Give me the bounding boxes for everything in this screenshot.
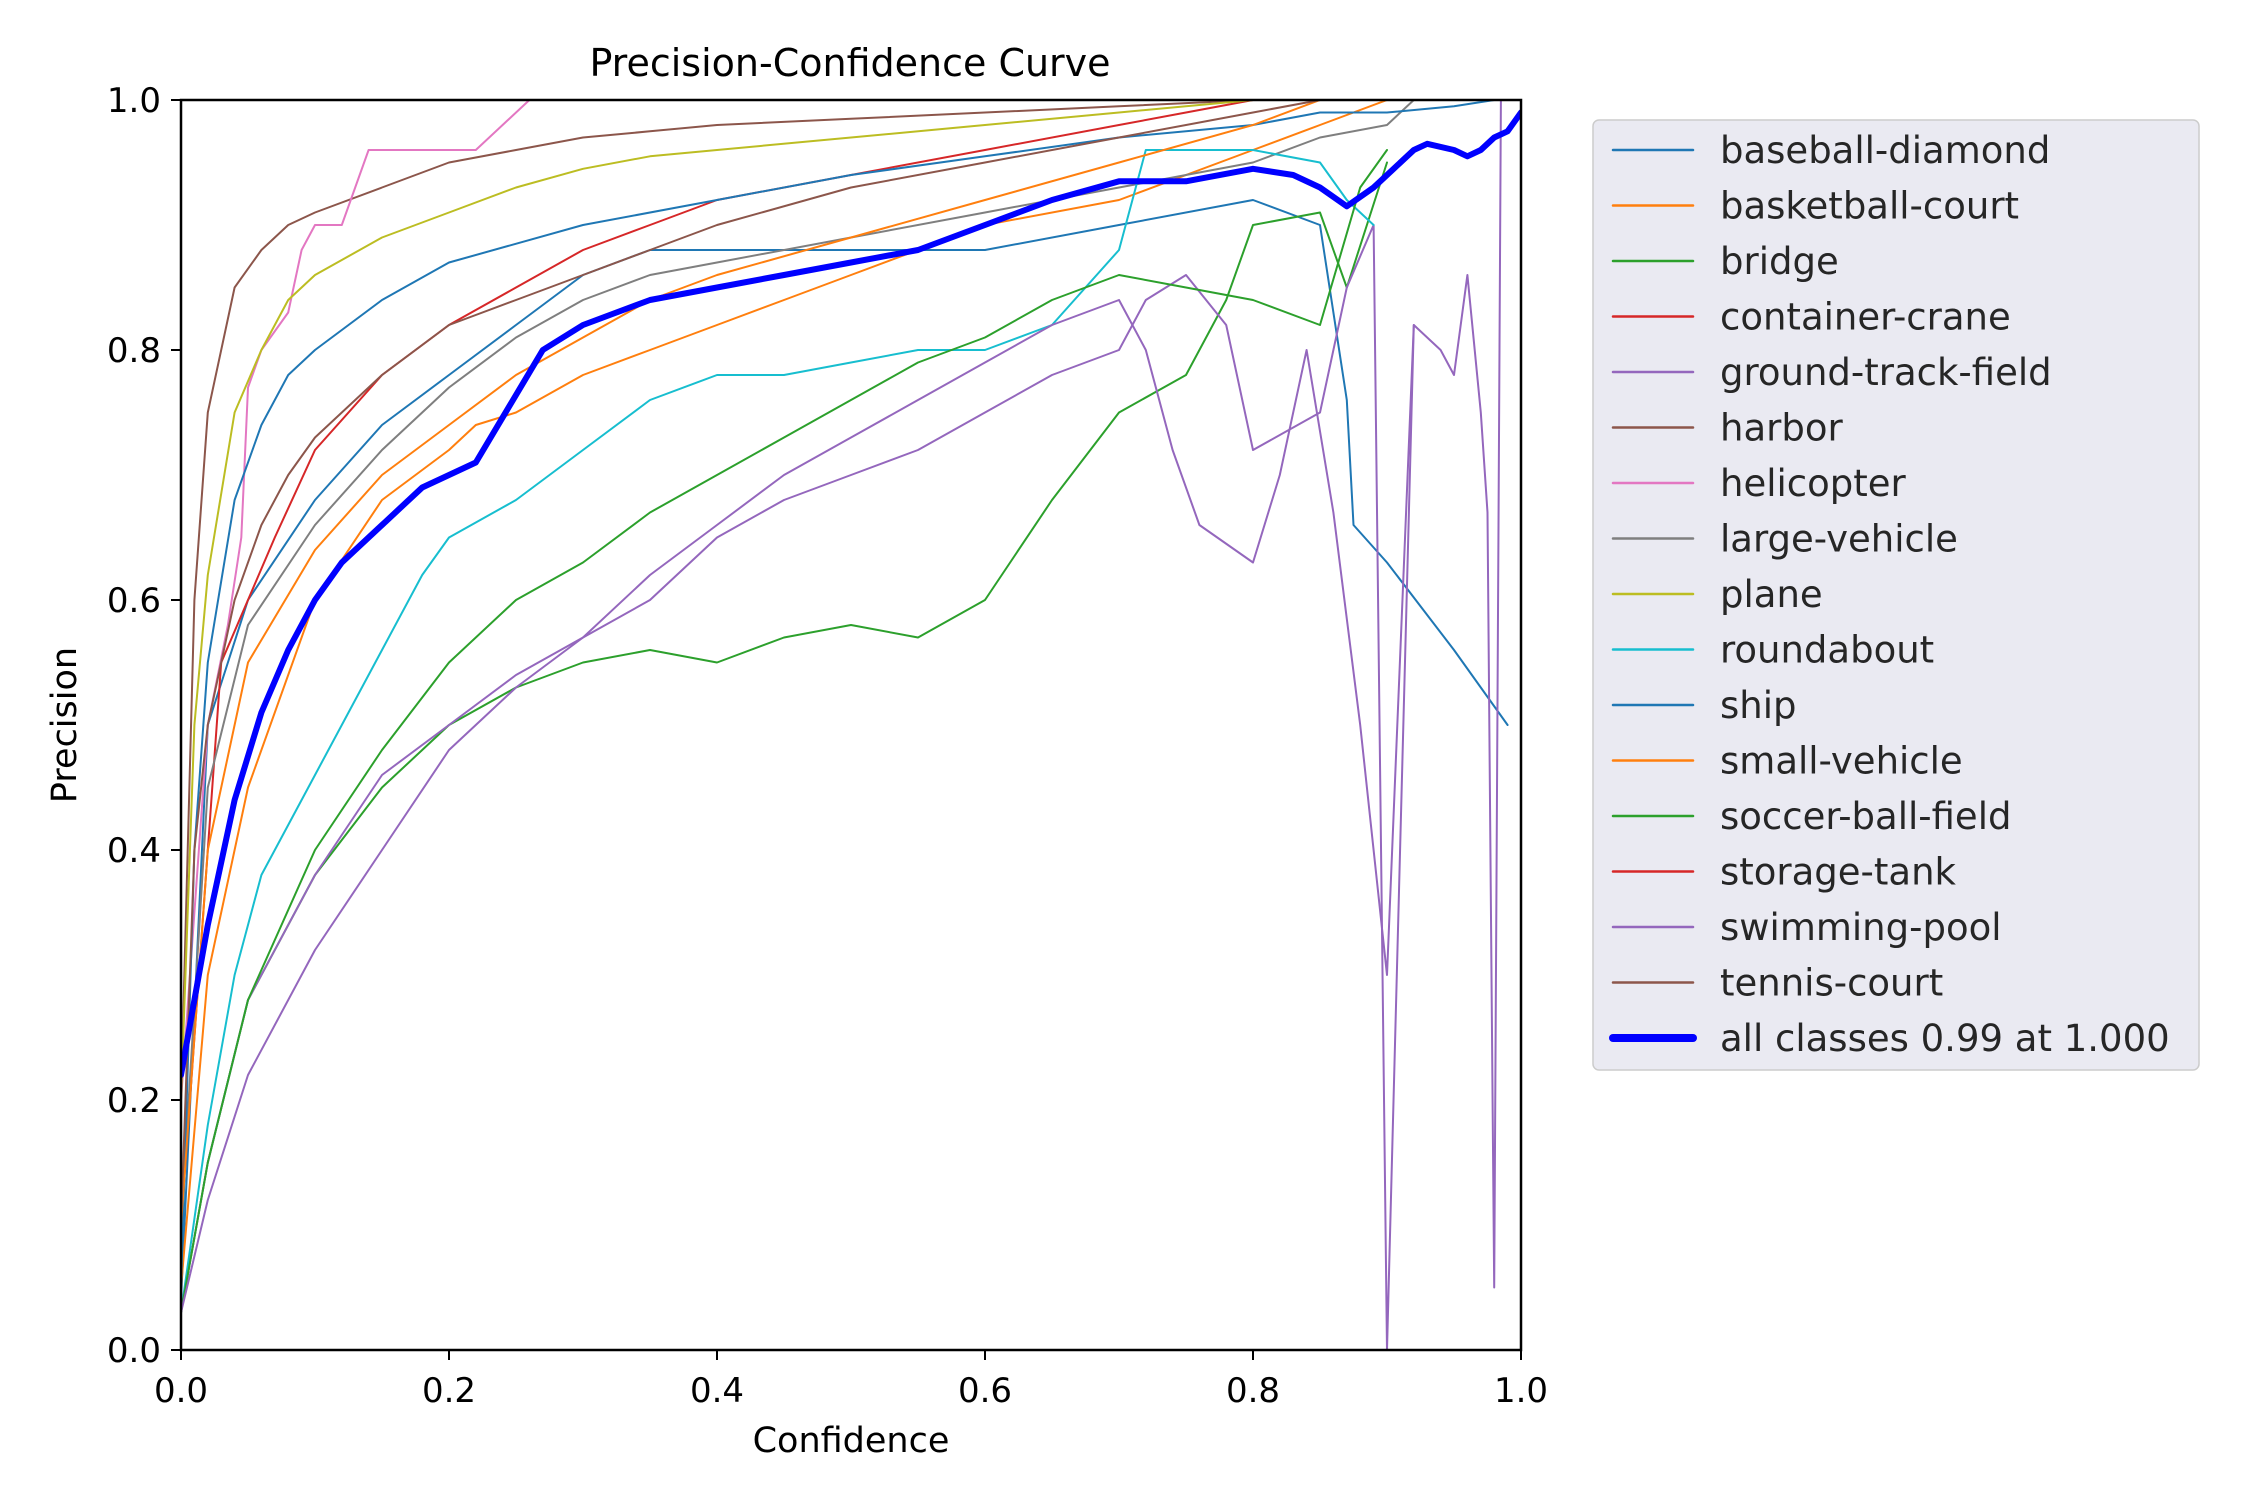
legend-items: baseball-diamond basketball-court bridge co… [1609, 129, 2170, 1060]
series-line-tennis-court [181, 100, 1321, 1226]
series-line-helicopter [181, 100, 531, 1101]
legend-item: baseball-diamond [1611, 129, 2050, 172]
x-tick-label: 0.2 [422, 1371, 476, 1411]
y-axis-label: Precision [45, 647, 85, 803]
legend-item: tennis-court [1611, 962, 1943, 1005]
series-line-soccer-ball-field [181, 149, 1388, 1314]
legend-label: harbor [1720, 407, 1843, 450]
legend-item: ship [1611, 684, 1797, 727]
legend-label: large-vehicle [1720, 518, 1958, 561]
x-tick-label: 0.4 [690, 1371, 744, 1411]
legend-label: container-crane [1720, 296, 2011, 339]
series-line-ground-track-field [181, 224, 1415, 1350]
legend-label: tennis-court [1720, 962, 1943, 1005]
series-line-basketball-court [181, 100, 1388, 1289]
y-tick-label: 1.0 [107, 81, 161, 121]
legend-label: swimming-pool [1720, 906, 2002, 949]
legend-box [1592, 119, 2200, 1071]
series-line-roundabout [181, 149, 1375, 1314]
chart-title: Precision-Confidence Curve [589, 41, 1110, 85]
series-line-container-crane [181, 100, 1254, 1226]
legend-label: storage-tank [1720, 851, 1957, 894]
y-axis-ticks: 0.0 0.2 0.4 0.6 0.8 1.0 [107, 81, 181, 1371]
y-tick-label: 0.8 [107, 331, 161, 371]
legend-item: large-vehicle [1611, 518, 1958, 561]
legend-item: storage-tank [1611, 851, 1957, 894]
legend-label: helicopter [1720, 462, 1907, 505]
y-tick-label: 0.4 [107, 831, 161, 871]
legend-label: roundabout [1720, 629, 1934, 672]
legend-item: bridge [1611, 240, 1839, 283]
series-line-ship [181, 100, 1502, 1289]
legend-item: helicopter [1611, 462, 1907, 505]
legend-label: baseball-diamond [1720, 129, 2050, 172]
x-axis-label: Confidence [753, 1421, 950, 1461]
legend-item: soccer-ball-field [1611, 795, 2011, 838]
legend-item: harbor [1611, 407, 1843, 450]
series-line-bridge [181, 161, 1388, 1314]
y-tick-label: 0.2 [107, 1081, 161, 1121]
plot-series-group [181, 100, 1521, 1350]
legend-item: swimming-pool [1611, 906, 2002, 949]
legend-label: small-vehicle [1720, 740, 1963, 783]
series-line-all-classes-0-99-at-1-000 [181, 109, 1521, 1078]
x-axis-ticks: 0.0 0.2 0.4 0.6 0.8 1.0 [154, 1350, 1548, 1411]
legend-label: basketball-court [1720, 185, 2019, 228]
legend-label: ground-track-field [1720, 351, 2052, 394]
series-line-harbor [181, 100, 1455, 1101]
legend-item: all classes 0.99 at 1.000 [1609, 1017, 2170, 1060]
legend: baseball-diamond basketball-court bridge co… [1592, 119, 2200, 1071]
legend-item: roundabout [1611, 629, 1934, 672]
x-tick-label: 0.6 [958, 1371, 1012, 1411]
legend-label: bridge [1720, 240, 1839, 283]
series-line-plane [181, 100, 1388, 1101]
series-line-small-vehicle [181, 100, 1321, 1226]
legend-item: small-vehicle [1611, 740, 1963, 783]
legend-item: plane [1611, 573, 1823, 616]
legend-label: ship [1720, 684, 1797, 727]
legend-label: all classes 0.99 at 1.000 [1720, 1017, 2170, 1060]
x-tick-label: 0.8 [1226, 1371, 1280, 1411]
legend-label: soccer-ball-field [1720, 795, 2011, 838]
series-line-swimming-pool [181, 100, 1502, 1314]
legend-label: plane [1720, 573, 1823, 616]
series-line-large-vehicle [181, 100, 1415, 1226]
y-tick-label: 0.0 [107, 1331, 161, 1371]
plot-frame [179, 98, 1523, 1352]
legend-item: container-crane [1611, 296, 2011, 339]
y-tick-label: 0.6 [107, 581, 161, 621]
legend-item: ground-track-field [1611, 351, 2052, 394]
legend-item: basketball-court [1611, 185, 2019, 228]
x-tick-label: 1.0 [1494, 1371, 1548, 1411]
x-tick-label: 0.0 [154, 1371, 208, 1411]
